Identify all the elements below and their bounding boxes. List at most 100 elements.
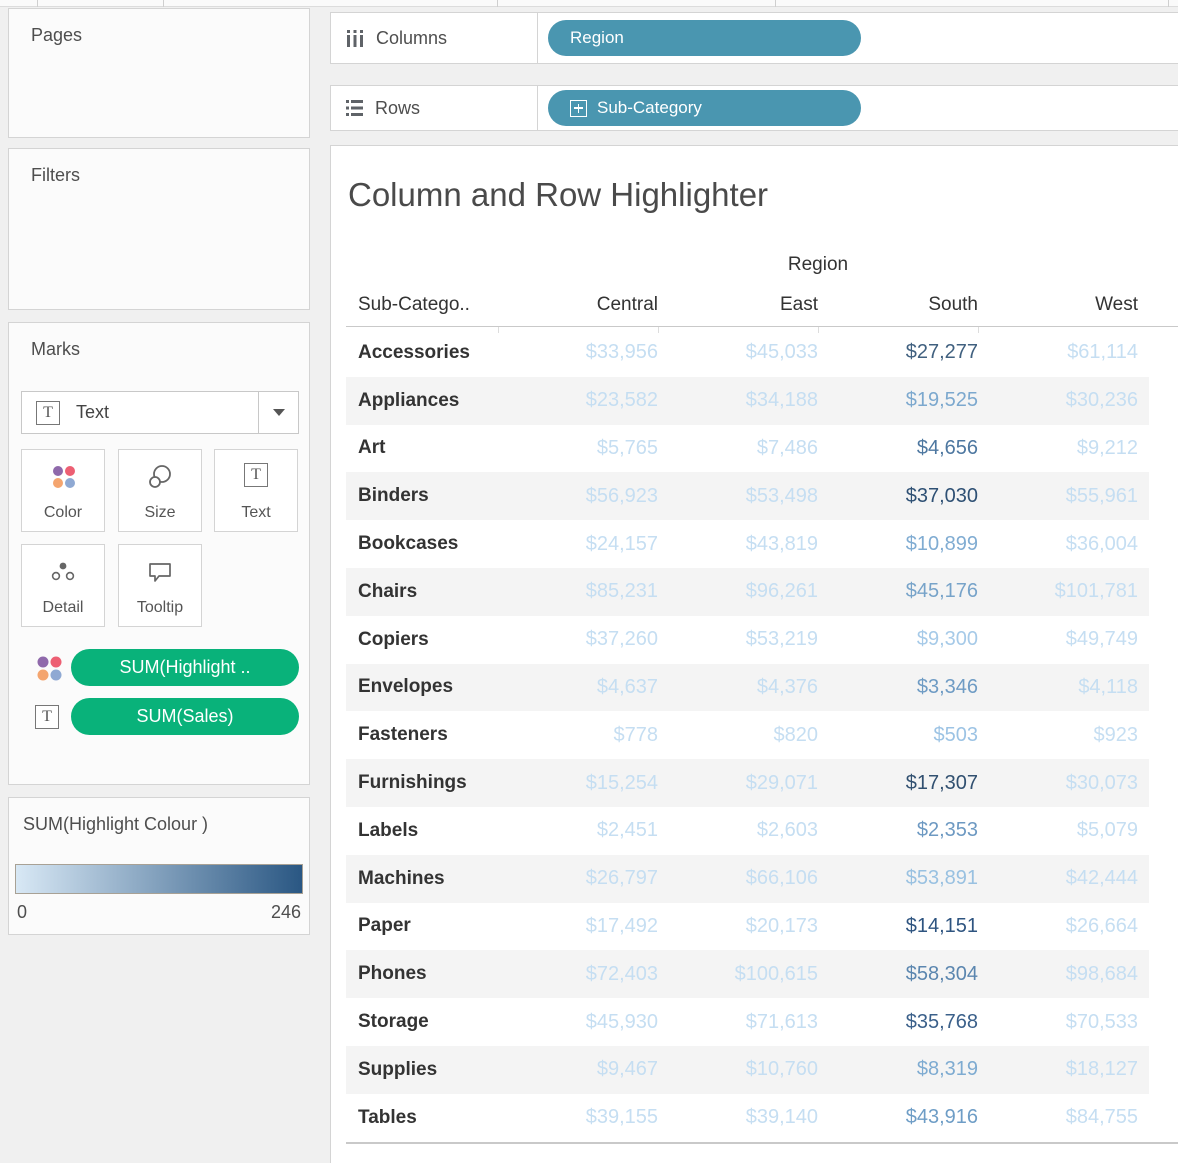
sales-value-cell[interactable]: $43,916 — [905, 1106, 978, 1129]
sales-value-cell[interactable]: $2,451 — [596, 819, 658, 842]
sum-sales-pill[interactable]: SUM(Sales) — [71, 698, 299, 735]
sales-value-cell[interactable]: $503 — [933, 723, 979, 746]
mark-type-dropdown-arrow[interactable] — [258, 392, 298, 433]
sales-value-cell[interactable]: $923 — [1093, 723, 1139, 746]
region-pill[interactable]: Region — [548, 20, 861, 56]
sales-value-cell[interactable]: $33,956 — [585, 341, 658, 364]
sales-value-cell[interactable]: $29,071 — [745, 771, 818, 794]
rows-shelf[interactable]: Rows Sub-Category — [330, 85, 1178, 131]
sales-value-cell[interactable]: $39,140 — [745, 1106, 818, 1129]
column-header-east[interactable]: East — [779, 294, 818, 315]
sales-value-cell[interactable]: $34,188 — [745, 389, 818, 412]
row-dimension-header[interactable]: Sub-Catego.. — [358, 294, 470, 315]
mark-type-dropdown[interactable]: T Text — [21, 391, 299, 434]
sales-value-cell[interactable]: $43,819 — [745, 532, 818, 555]
sales-value-cell[interactable]: $53,891 — [905, 867, 978, 890]
row-label[interactable]: Fasteners — [358, 724, 448, 746]
sales-value-cell[interactable]: $15,254 — [585, 771, 658, 794]
row-label[interactable]: Envelopes — [358, 676, 454, 698]
sales-value-cell[interactable]: $30,073 — [1065, 771, 1138, 794]
sales-value-cell[interactable]: $24,157 — [585, 532, 658, 555]
sales-value-cell[interactable]: $55,961 — [1065, 484, 1138, 507]
sales-value-cell[interactable]: $58,304 — [905, 962, 978, 985]
sales-value-cell[interactable]: $18,127 — [1065, 1058, 1138, 1081]
row-label[interactable]: Phones — [358, 963, 427, 985]
sales-value-cell[interactable]: $10,760 — [745, 1058, 818, 1081]
column-header-central[interactable]: Central — [596, 294, 658, 315]
detail-button[interactable]: Detail — [21, 544, 105, 627]
sales-value-cell[interactable]: $39,155 — [585, 1106, 658, 1129]
sales-value-cell[interactable]: $70,533 — [1065, 1010, 1138, 1033]
sales-value-cell[interactable]: $26,797 — [585, 867, 658, 890]
sales-value-cell[interactable]: $37,030 — [905, 484, 978, 507]
sales-value-cell[interactable]: $19,525 — [905, 389, 978, 412]
text-button[interactable]: T Text — [214, 449, 298, 532]
sales-value-cell[interactable]: $72,403 — [585, 962, 658, 985]
sales-value-cell[interactable]: $96,261 — [745, 580, 818, 603]
columns-shelf[interactable]: Columns Region — [330, 12, 1178, 64]
sales-value-cell[interactable]: $49,749 — [1065, 628, 1138, 651]
sales-value-cell[interactable]: $84,755 — [1065, 1106, 1138, 1129]
row-label[interactable]: Labels — [358, 819, 419, 841]
tooltip-button[interactable]: Tooltip — [118, 544, 202, 627]
row-label[interactable]: Tables — [358, 1106, 417, 1128]
sales-value-cell[interactable]: $20,173 — [745, 914, 818, 937]
sales-value-cell[interactable]: $17,492 — [585, 914, 658, 937]
sales-value-cell[interactable]: $5,765 — [596, 436, 658, 459]
column-header-south[interactable]: South — [928, 294, 978, 315]
sales-value-cell[interactable]: $98,684 — [1065, 962, 1138, 985]
sales-value-cell[interactable]: $56,923 — [585, 484, 658, 507]
sales-value-cell[interactable]: $14,151 — [905, 914, 978, 937]
row-label[interactable]: Storage — [358, 1011, 429, 1033]
filters-shelf[interactable]: Filters — [8, 148, 310, 310]
sales-value-cell[interactable]: $30,236 — [1065, 389, 1138, 412]
sales-value-cell[interactable]: $4,118 — [1078, 675, 1138, 698]
row-label[interactable]: Art — [358, 437, 386, 459]
sales-value-cell[interactable]: $45,930 — [585, 1010, 658, 1033]
sales-value-cell[interactable]: $8,319 — [916, 1058, 978, 1081]
row-label[interactable]: Binders — [358, 485, 429, 507]
sales-value-cell[interactable]: $85,231 — [585, 580, 658, 603]
sales-value-cell[interactable]: $45,033 — [745, 341, 818, 364]
region-group-header[interactable]: Region — [787, 254, 849, 275]
sub-category-pill[interactable]: Sub-Category — [548, 90, 861, 126]
row-label[interactable]: Bookcases — [358, 533, 459, 555]
row-label[interactable]: Machines — [358, 867, 445, 889]
row-label[interactable]: Paper — [358, 915, 411, 937]
sales-value-cell[interactable]: $9,212 — [1076, 436, 1138, 459]
sales-value-cell[interactable]: $27,277 — [905, 341, 978, 364]
sales-value-cell[interactable]: $4,376 — [756, 675, 818, 698]
sales-value-cell[interactable]: $26,664 — [1065, 914, 1138, 937]
sales-value-cell[interactable]: $37,260 — [585, 628, 658, 651]
sales-value-cell[interactable]: $53,219 — [745, 628, 818, 651]
color-button[interactable]: Color — [21, 449, 105, 532]
row-label[interactable]: Furnishings — [358, 772, 467, 794]
sales-value-cell[interactable]: $42,444 — [1065, 867, 1138, 890]
sales-value-cell[interactable]: $45,176 — [905, 580, 978, 603]
row-label[interactable]: Appliances — [358, 389, 460, 411]
sales-value-cell[interactable]: $71,613 — [745, 1010, 818, 1033]
column-header-west[interactable]: West — [1095, 294, 1138, 315]
sales-value-cell[interactable]: $9,300 — [916, 628, 978, 651]
sales-value-cell[interactable]: $3,346 — [916, 675, 978, 698]
row-label[interactable]: Chairs — [358, 580, 418, 602]
size-button[interactable]: Size — [118, 449, 202, 532]
sales-value-cell[interactable]: $2,353 — [916, 819, 978, 842]
sales-value-cell[interactable]: $5,079 — [1076, 819, 1138, 842]
sales-value-cell[interactable]: $9,467 — [596, 1058, 658, 1081]
sales-value-cell[interactable]: $10,899 — [905, 532, 978, 555]
sales-value-cell[interactable]: $53,498 — [745, 484, 818, 507]
sales-value-cell[interactable]: $4,637 — [596, 675, 658, 698]
sales-value-cell[interactable]: $4,656 — [916, 436, 978, 459]
sales-value-cell[interactable]: $61,114 — [1067, 341, 1138, 364]
sales-value-cell[interactable]: $66,106 — [745, 867, 818, 890]
row-label[interactable]: Supplies — [358, 1058, 438, 1080]
sales-value-cell[interactable]: $7,486 — [756, 436, 818, 459]
sales-value-cell[interactable]: $2,603 — [756, 819, 818, 842]
sales-value-cell[interactable]: $36,004 — [1065, 532, 1138, 555]
row-label[interactable]: Accessories — [358, 341, 470, 363]
sales-value-cell[interactable]: $35,768 — [905, 1010, 978, 1033]
legend-gradient[interactable] — [15, 864, 303, 894]
highlight-colour-pill[interactable]: SUM(Highlight .. — [71, 649, 299, 686]
sales-value-cell[interactable]: $101,781 — [1054, 580, 1138, 603]
